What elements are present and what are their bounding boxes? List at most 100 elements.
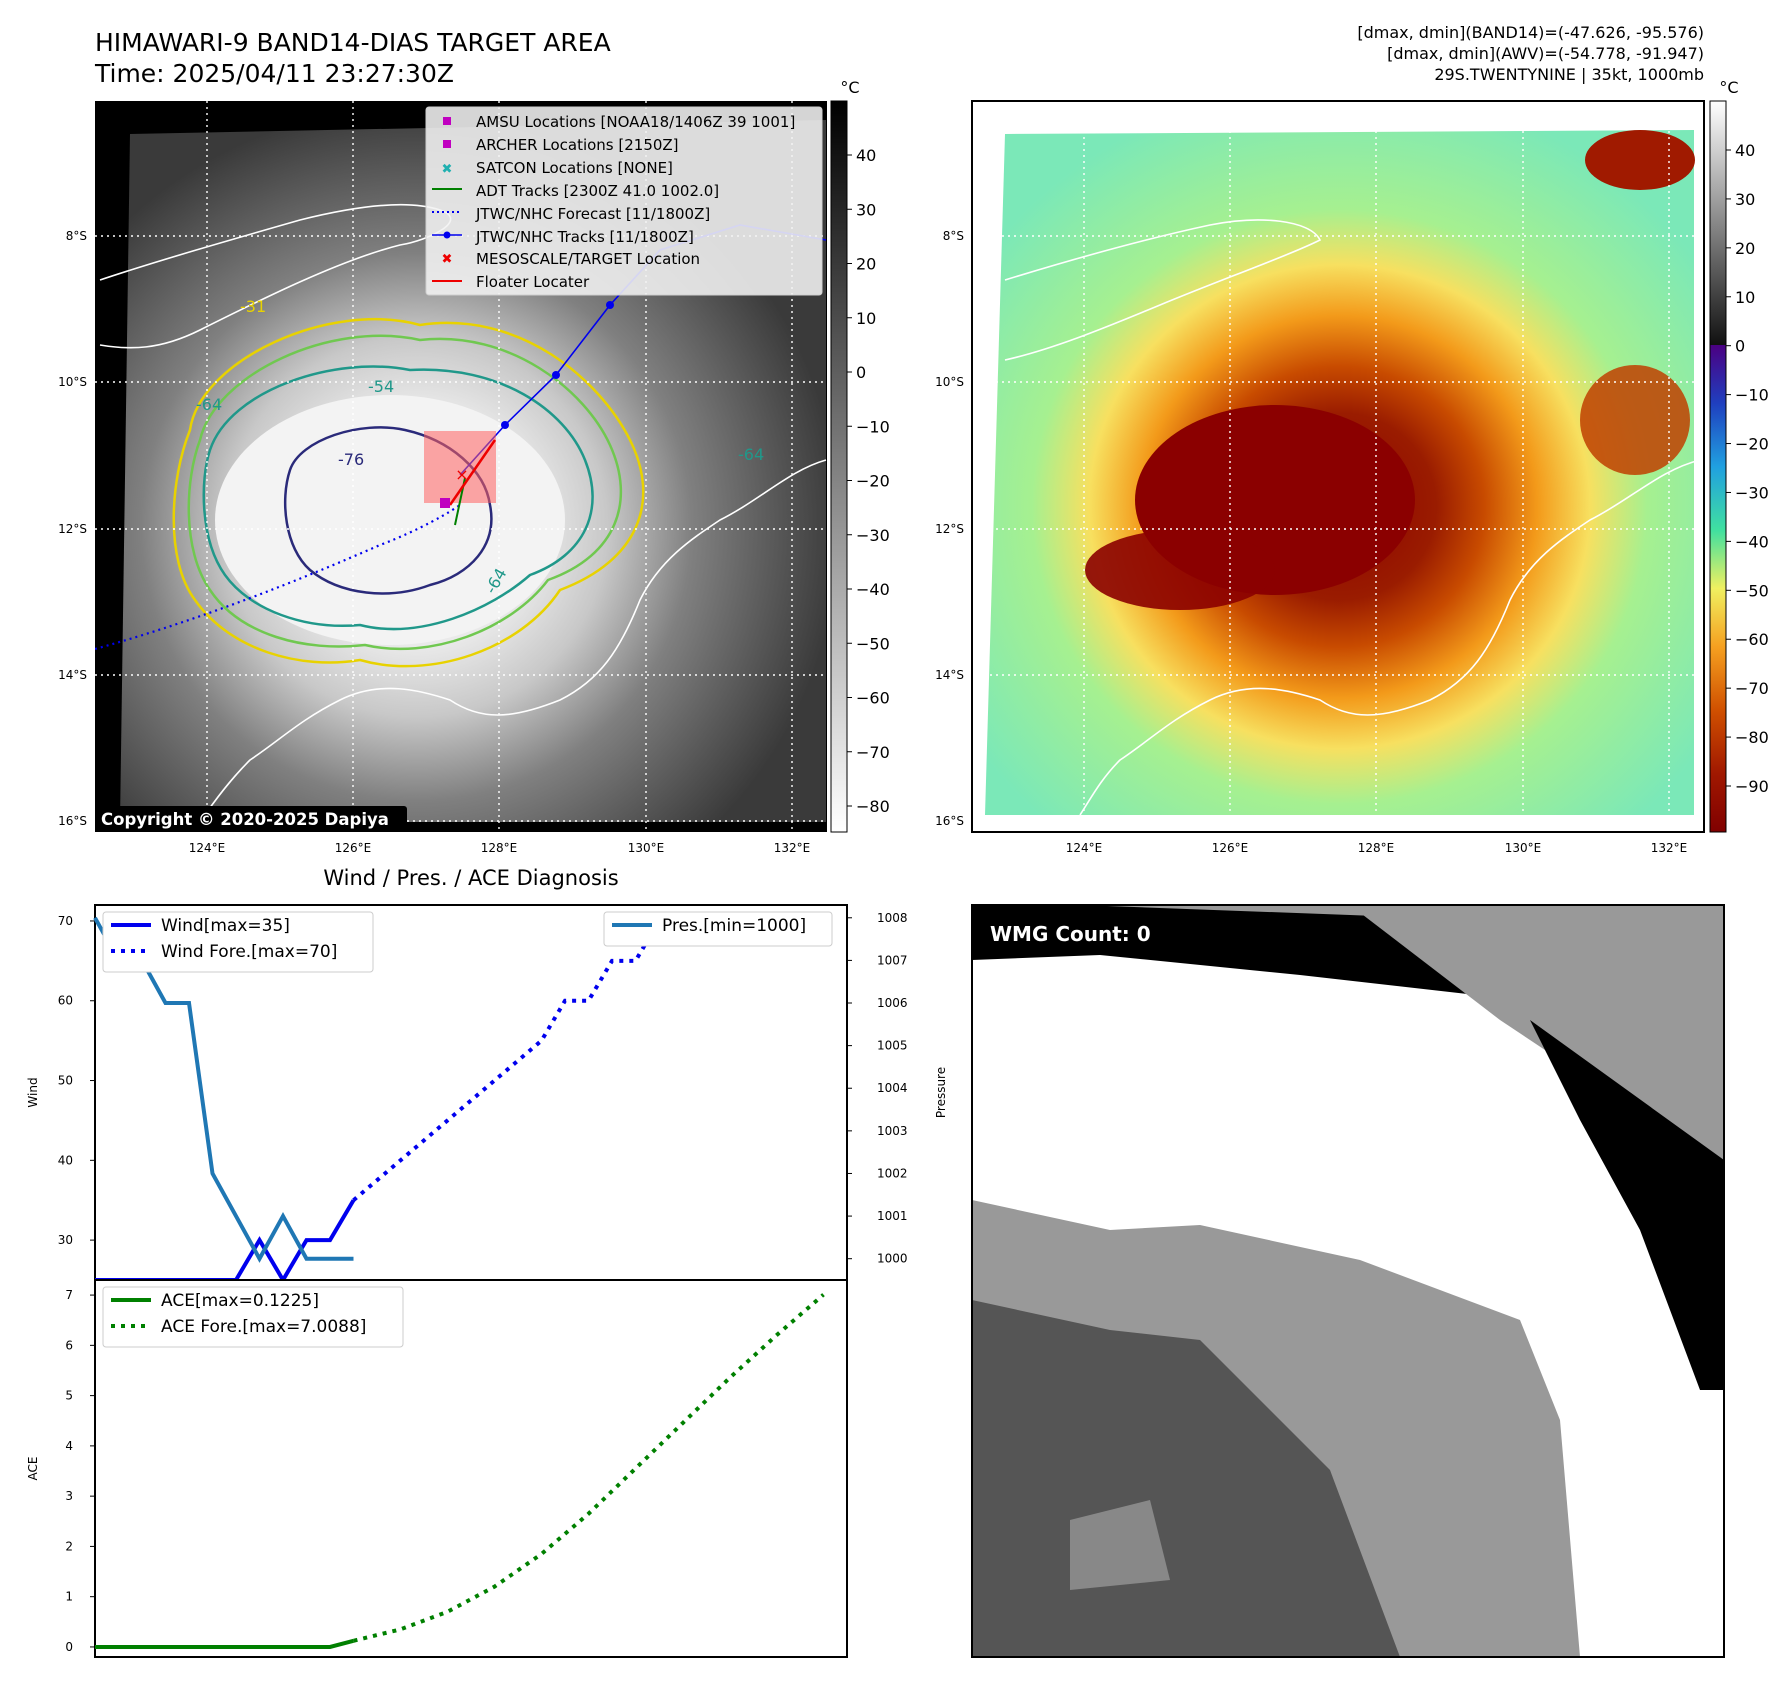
y2-tick-label: 1007: [877, 953, 908, 967]
floater-locater: [448, 439, 497, 506]
y2-tick-label: 1000: [877, 1252, 908, 1266]
y-tick-label: 70: [58, 914, 73, 928]
legend-label: ACE Fore.[max=7.0088]: [161, 1317, 366, 1337]
legend-box: [102, 1286, 404, 1348]
y-tick-label: 5: [65, 1389, 73, 1403]
awv-colorbar: [1709, 100, 1727, 833]
ir-lon-labels: 124°E 126°E 128°E 130°E 132°E: [189, 841, 811, 855]
colorbar-tick-label: −60: [1735, 630, 1769, 649]
series-line: [353, 1293, 825, 1643]
svg-text:8°S: 8°S: [943, 229, 964, 243]
contour-green: [187, 334, 623, 651]
y-tick-label: 3: [65, 1489, 73, 1503]
colorbar-tick-label: 30: [856, 200, 876, 219]
svg-text:✖: ✖: [442, 252, 453, 267]
svg-text:✖: ✖: [442, 162, 453, 177]
legend-item: MESOSCALE/TARGET Location: [476, 250, 700, 268]
y2-tick-label: 1004: [877, 1081, 908, 1095]
ir-colorbar: [830, 100, 848, 833]
info-line-3: 29S.TWENTYNINE | 35kt, 1000mb: [1434, 65, 1704, 84]
y-tick-label: 30: [58, 1233, 73, 1247]
legend-item: ARCHER Locations [2150Z]: [476, 136, 679, 154]
legend-item: JTWC/NHC Tracks [11/1800Z]: [475, 228, 694, 246]
colorbar-tick-label: −80: [1735, 728, 1769, 747]
y2-tick-label: 1003: [877, 1124, 908, 1138]
colorbar-tick-label: 10: [1735, 288, 1755, 307]
contour-label: -31: [240, 297, 266, 316]
y-tick-label: 1: [65, 1590, 73, 1604]
svg-text:130°E: 130°E: [1505, 841, 1542, 855]
info-line-1: [dmax, dmin](BAND14)=(-47.626, -95.576): [1357, 23, 1704, 42]
legend-item: SATCON Locations [NONE]: [476, 159, 673, 177]
ir-map-panel: × -31 -54 -64 -76 -64 -64 ✖ ✖ AMSU Locat…: [58, 78, 890, 855]
svg-text:128°E: 128°E: [1358, 841, 1395, 855]
contour-label: -76: [338, 450, 364, 469]
colorbar-tick-label: −90: [1735, 777, 1769, 796]
y-tick-label: 0: [65, 1640, 73, 1654]
colorbar-tick-label: 20: [856, 255, 876, 274]
svg-text:14°S: 14°S: [58, 668, 87, 682]
colorbar-tick-label: 20: [1735, 239, 1755, 258]
ir-colorbar-unit: °C: [840, 78, 859, 97]
colorbar-tick-label: 40: [856, 146, 876, 165]
legend-label: ACE[max=0.1225]: [161, 1291, 319, 1311]
awv-colorbar-ticks: 40 30 20 10 0 −10 −20 −30 −40 −50 −60 −70 −80 −90: [1726, 141, 1769, 796]
chart-legend: ACE[max=0.1225] ACE Fore.[max=7.0088]: [102, 1286, 404, 1348]
svg-text:16°S: 16°S: [58, 814, 87, 828]
colorbar-tick-label: 10: [856, 309, 876, 328]
series-line: [95, 1638, 355, 1649]
y-axis-label: ACE: [26, 1457, 40, 1481]
cold-cloud-core: [215, 395, 565, 645]
svg-text:132°E: 132°E: [774, 841, 811, 855]
wind-pressure-chart: 30 40 50 60 70 Wind 1000 1001 1002 1003 1004 1005 10…: [26, 904, 948, 1284]
y2-tick-label: 1006: [877, 996, 908, 1010]
svg-text:124°E: 124°E: [189, 841, 226, 855]
svg-text:126°E: 126°E: [1212, 841, 1249, 855]
ir-colorbar-ticks: 40 30 20 10 0 −10 −20 −30 −40 −50 −60 −70 −80: [847, 146, 890, 816]
svg-text:10°S: 10°S: [935, 375, 964, 389]
svg-text:14°S: 14°S: [935, 668, 964, 682]
colorbar-tick-label: −40: [856, 580, 890, 599]
colorbar-tick-label: −30: [856, 526, 890, 545]
svg-text:132°E: 132°E: [1651, 841, 1688, 855]
awv-lon-labels: 124°E 126°E 128°E 130°E 132°E: [1066, 841, 1688, 855]
y-tick-label: 7: [65, 1288, 73, 1302]
contour-label: -54: [368, 377, 394, 396]
awv-lat-labels: 8°S 10°S 12°S 14°S 16°S: [935, 229, 964, 828]
y-tick-label: 4: [65, 1439, 73, 1453]
svg-text:126°E: 126°E: [335, 841, 372, 855]
colorbar-tick-label: −40: [1735, 532, 1769, 551]
colorbar-tick-label: −70: [1735, 679, 1769, 698]
colorbar-tick-label: −10: [856, 417, 890, 436]
ir-legend: ✖ ✖ AMSU Locations [NOAA18/1406Z 39 1001…: [425, 106, 823, 296]
awv-map-panel: 8°S 10°S 12°S 14°S 16°S 124°E 126°E 128°…: [935, 78, 1769, 855]
y-tick-label: 60: [58, 994, 73, 1008]
y-tick-label: 2: [65, 1539, 73, 1553]
y-tick-label: 50: [58, 1074, 73, 1088]
svg-text:124°E: 124°E: [1066, 841, 1103, 855]
legend-label: Pres.[min=1000]: [662, 916, 806, 936]
legend-item: Floater Locater: [476, 273, 590, 291]
colorbar-tick-label: −60: [856, 689, 890, 708]
y2-axis-label: Pressure: [934, 1067, 948, 1118]
legend-box: [102, 911, 374, 973]
contour-label: -64: [196, 395, 222, 414]
info-line-2: [dmax, dmin](AWV)=(-54.778, -91.947): [1387, 44, 1704, 63]
colorbar-tick-label: −30: [1735, 483, 1769, 502]
colorbar-tick-label: 30: [1735, 190, 1755, 209]
colorbar-tick-label: 40: [1735, 141, 1755, 160]
y-tick-label: 6: [65, 1338, 73, 1352]
y2-tick-label: 1005: [877, 1039, 908, 1053]
coastline-australia: [199, 459, 827, 823]
colorbar-tick-label: −20: [1735, 435, 1769, 454]
contour-navy: [284, 426, 493, 595]
legend-item: JTWC/NHC Forecast [11/1800Z]: [475, 205, 710, 223]
diagnosis-title: Wind / Pres. / ACE Diagnosis: [323, 866, 618, 890]
y2-tick-label: 1008: [877, 911, 908, 925]
legend-box: [603, 911, 833, 947]
wmg-count-label: WMG Count: 0: [990, 922, 1151, 946]
legend-item: AMSU Locations [NOAA18/1406Z 39 1001]: [476, 113, 795, 131]
svg-text:12°S: 12°S: [935, 522, 964, 536]
colorbar-tick-label: 0: [1735, 337, 1745, 356]
figure-time: Time: 2025/04/11 23:27:30Z: [94, 59, 454, 88]
